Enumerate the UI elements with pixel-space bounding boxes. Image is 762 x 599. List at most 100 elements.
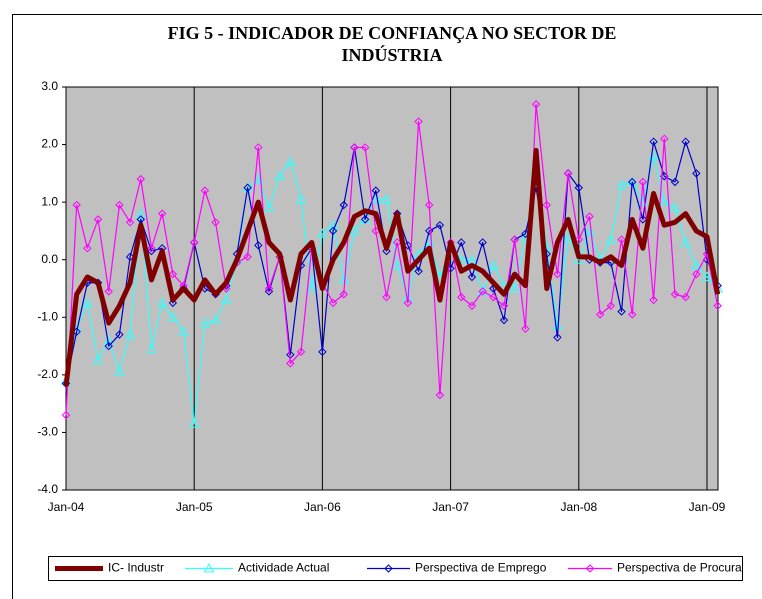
- point-marker: [638, 177, 648, 187]
- point-marker: [263, 202, 275, 212]
- y-tick-label: 3.0: [41, 79, 58, 93]
- point-marker: [521, 324, 530, 334]
- point-marker: [384, 564, 393, 573]
- point-marker: [553, 269, 562, 279]
- point-marker: [199, 317, 211, 328]
- point-marker: [382, 292, 391, 302]
- point-marker: [531, 100, 541, 109]
- point-marker: [489, 292, 498, 302]
- point-marker: [585, 212, 594, 221]
- x-tick-label: Jan-05: [176, 500, 213, 514]
- point-marker: [553, 333, 562, 342]
- point-marker: [254, 143, 263, 152]
- point-marker: [147, 243, 156, 253]
- point-marker: [435, 390, 445, 400]
- point-marker: [146, 343, 157, 353]
- point-marker: [628, 177, 637, 187]
- point-marker: [403, 298, 413, 308]
- point-marker: [605, 234, 617, 244]
- point-marker: [670, 290, 680, 299]
- point-marker: [350, 143, 359, 152]
- y-tick-label: -2.0: [37, 367, 58, 381]
- point-marker: [274, 170, 286, 181]
- point-marker: [713, 301, 722, 310]
- point-marker: [93, 215, 103, 224]
- point-marker: [360, 143, 370, 152]
- point-marker: [701, 271, 713, 281]
- point-marker: [574, 235, 584, 244]
- point-marker: [510, 235, 519, 244]
- point-marker: [381, 193, 392, 204]
- y-tick-label: 1.0: [41, 194, 58, 208]
- point-marker: [296, 347, 306, 357]
- point-marker: [370, 193, 382, 204]
- point-marker: [339, 290, 348, 299]
- point-marker: [467, 301, 477, 310]
- series-line: [63, 147, 721, 387]
- point-marker: [125, 218, 135, 227]
- point-marker: [649, 295, 658, 305]
- point-marker: [425, 226, 434, 236]
- point-marker: [168, 269, 178, 279]
- legend-label: IC- Industr: [108, 561, 164, 575]
- legend-label: Perspectiva de Emprego: [415, 561, 547, 575]
- point-marker: [509, 282, 521, 293]
- point-marker: [114, 366, 125, 376]
- point-marker: [339, 200, 348, 210]
- point-marker: [167, 311, 179, 322]
- point-marker: [669, 202, 681, 212]
- point-marker: [115, 330, 124, 339]
- point-marker: [72, 200, 81, 210]
- point-marker: [157, 209, 167, 218]
- point-marker: [628, 310, 637, 319]
- point-marker: [414, 267, 423, 276]
- point-marker: [136, 174, 145, 184]
- point-marker: [617, 235, 626, 244]
- point-marker: [478, 238, 487, 247]
- point-marker: [360, 215, 370, 224]
- y-tick-label: -1.0: [37, 309, 58, 323]
- x-tick-label: Jan-04: [48, 500, 85, 514]
- point-marker: [125, 252, 135, 262]
- legend-label: Actividade Actual: [238, 561, 329, 575]
- point-marker: [487, 259, 499, 270]
- chart-frame: [12, 14, 762, 599]
- point-marker: [371, 186, 381, 195]
- point-marker: [681, 292, 690, 302]
- point-marker: [382, 246, 391, 256]
- x-tick-label: Jan-09: [689, 500, 726, 514]
- x-tick-label: Jan-07: [432, 500, 469, 514]
- point-marker: [189, 238, 199, 247]
- chart-title: FIG 5 - INDICADOR DE CONFIANÇA NO SECTOR…: [167, 23, 617, 65]
- point-marker: [92, 354, 104, 365]
- point-marker: [82, 297, 93, 307]
- point-marker: [414, 117, 423, 126]
- point-marker: [338, 274, 350, 284]
- point-marker: [457, 238, 466, 247]
- point-marker: [220, 294, 232, 305]
- point-marker: [284, 156, 296, 166]
- point-marker: [306, 282, 318, 293]
- point-marker: [680, 236, 691, 247]
- point-marker: [254, 241, 263, 250]
- point-marker: [467, 272, 477, 282]
- point-marker: [585, 564, 595, 573]
- y-tick-label: -4.0: [37, 482, 58, 496]
- point-marker: [211, 218, 220, 227]
- point-marker: [660, 134, 669, 144]
- point-marker: [692, 269, 701, 279]
- point-marker: [435, 220, 445, 230]
- point-marker: [178, 326, 189, 336]
- point-marker: [115, 200, 124, 210]
- point-marker: [478, 287, 487, 296]
- point-marker: [104, 287, 113, 296]
- y-tick-label: 0.0: [41, 252, 58, 266]
- point-marker: [595, 310, 605, 319]
- series: [61, 100, 722, 420]
- point-marker: [617, 307, 626, 316]
- point-marker: [295, 193, 307, 204]
- point-marker: [542, 200, 551, 210]
- y-tick-label: -3.0: [37, 425, 58, 439]
- y-tick-label: 2.0: [41, 137, 58, 151]
